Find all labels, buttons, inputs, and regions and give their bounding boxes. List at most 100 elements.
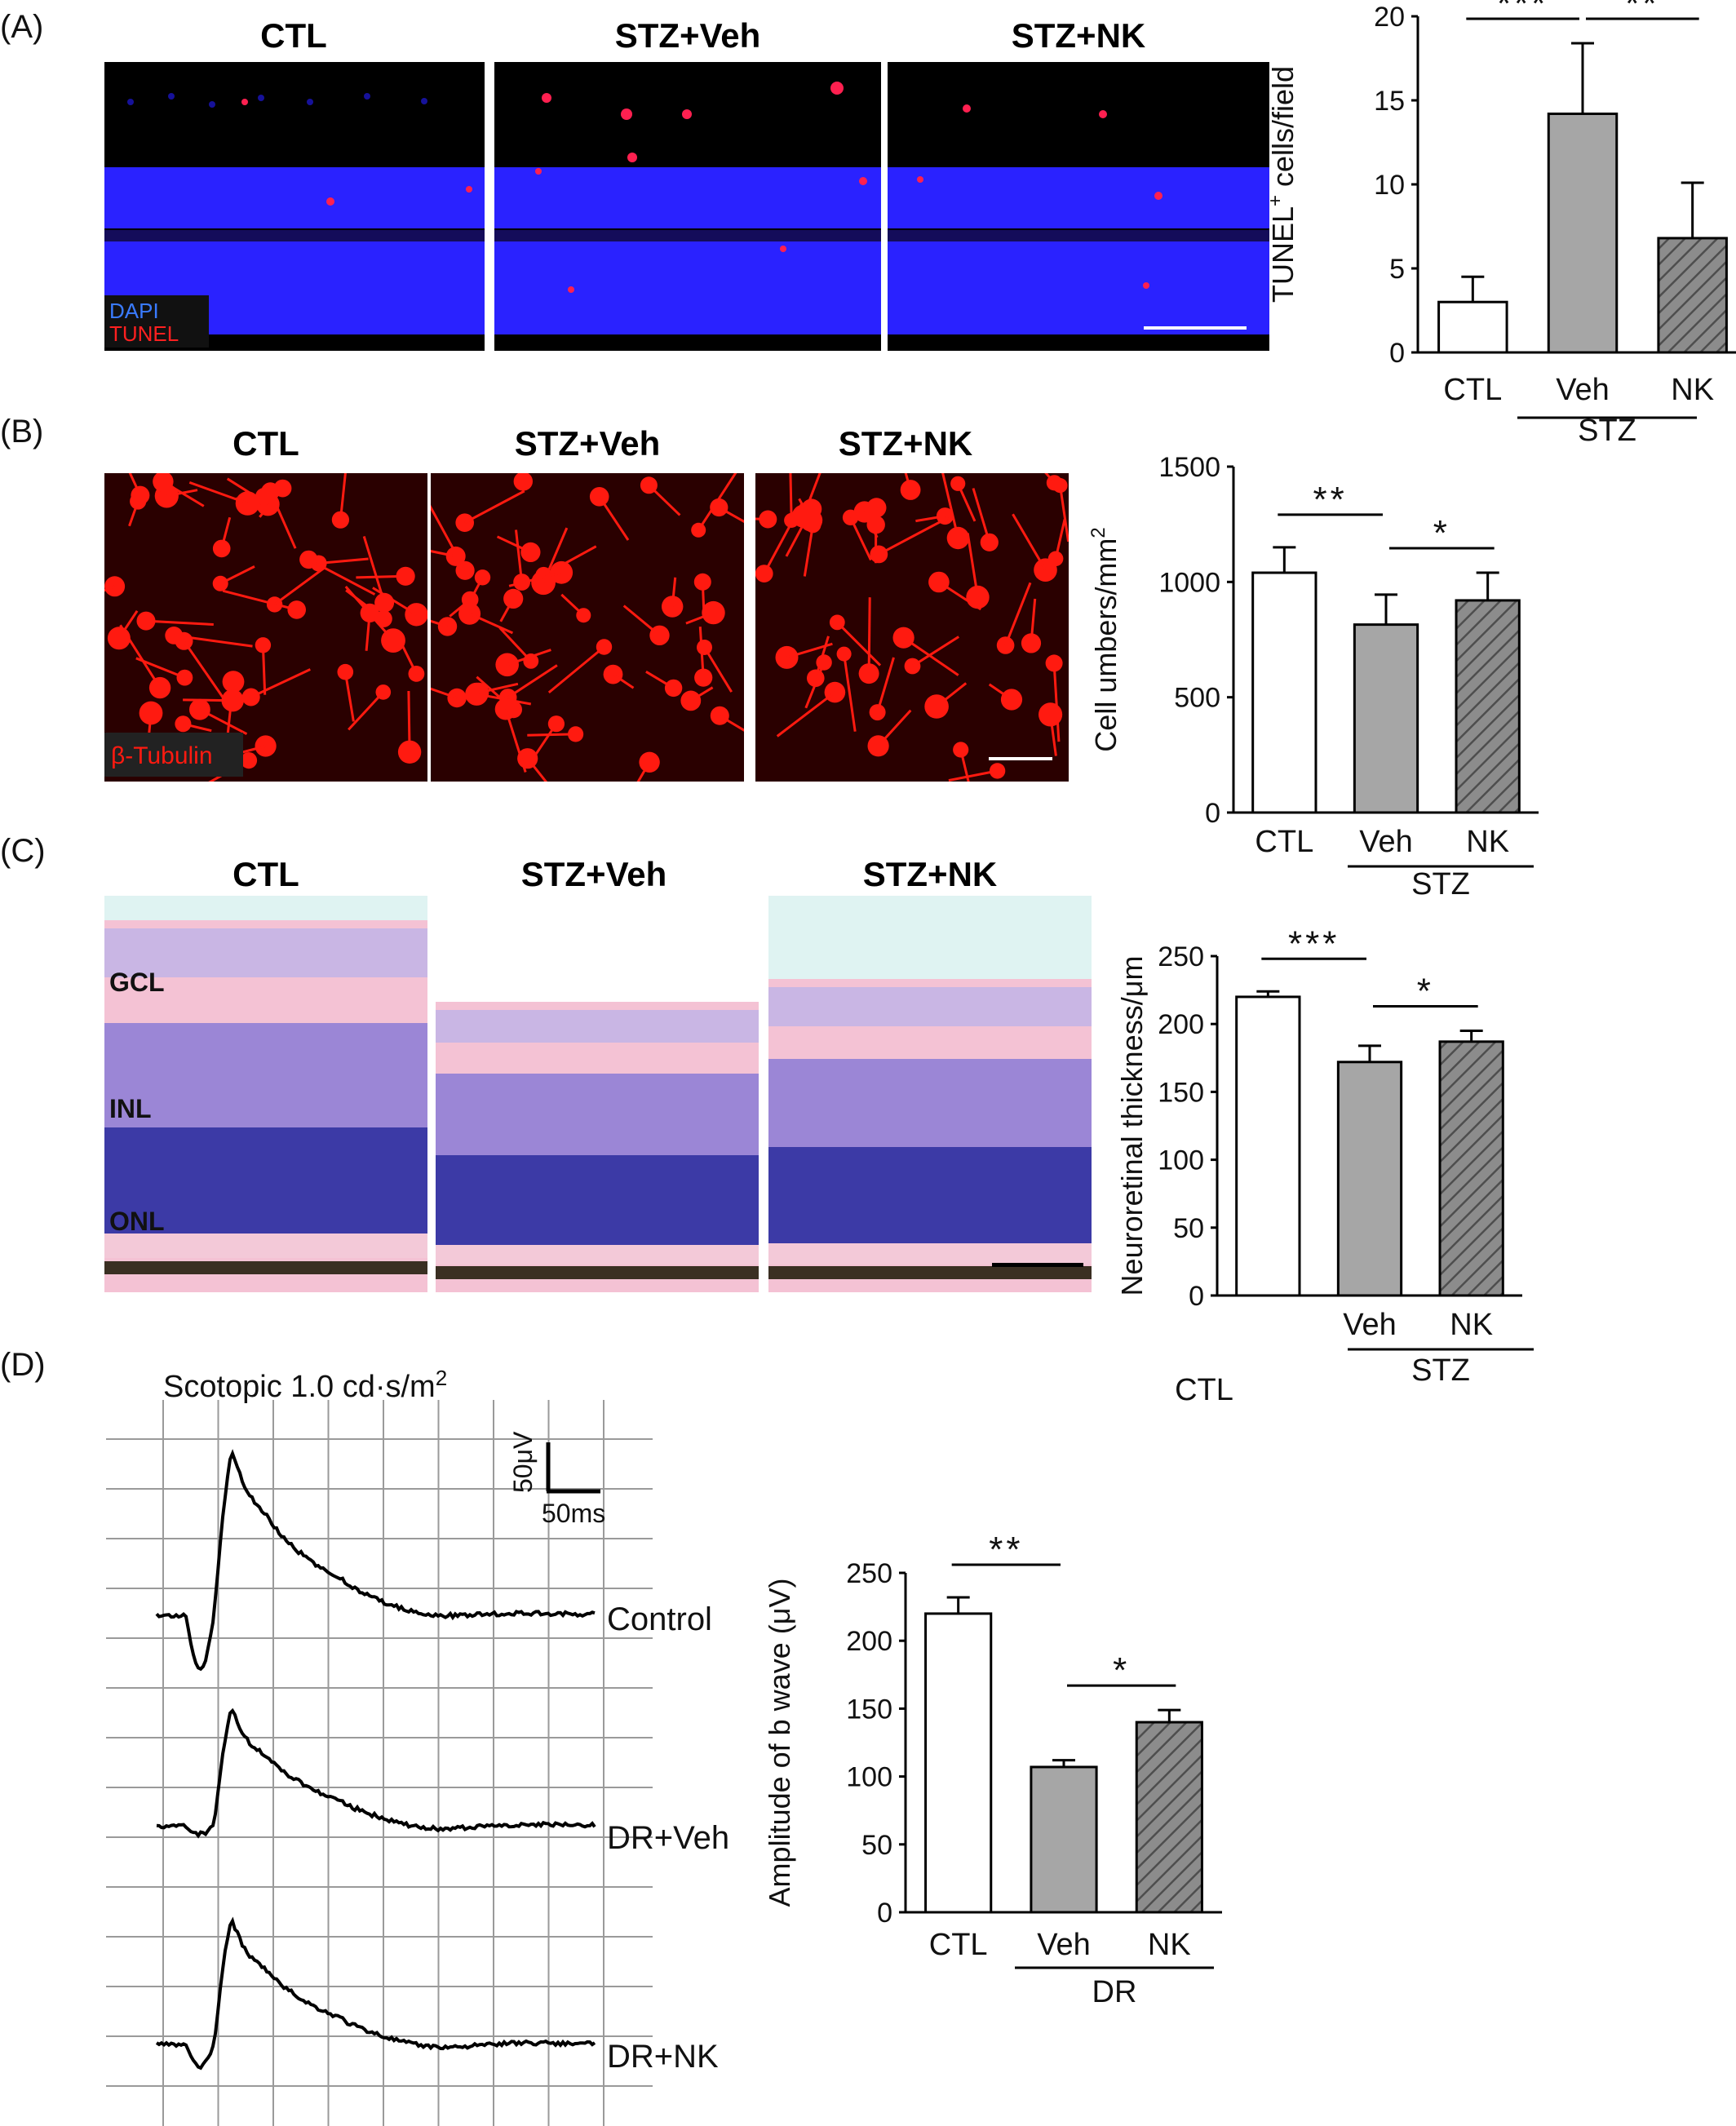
neuron-process bbox=[365, 613, 371, 651]
neuron-process bbox=[560, 593, 585, 617]
y-axis-label-text: Neuroretinal thickness/μm bbox=[1115, 956, 1149, 1296]
panel-c-layer-onl: ONL bbox=[109, 1207, 165, 1236]
bar bbox=[1455, 599, 1521, 814]
neuron-process bbox=[671, 577, 677, 607]
neuron-process bbox=[1012, 513, 1047, 571]
panel-d-scale-time: 50ms bbox=[542, 1499, 605, 1528]
panel-d-scale-bar: 50μV 50ms bbox=[508, 1431, 605, 1528]
panel-c-image-ctl: GCL INL ONL bbox=[104, 896, 427, 1292]
neuron-process bbox=[798, 498, 813, 521]
neuron-process bbox=[863, 511, 879, 538]
neuron-process bbox=[911, 636, 960, 667]
neuron-process bbox=[468, 612, 514, 635]
x-tick-label: CTL bbox=[1255, 825, 1313, 859]
neuron-cell bbox=[503, 588, 524, 609]
neuron-process bbox=[499, 598, 515, 622]
significance-stars: ** bbox=[1625, 0, 1659, 24]
y-tick-label: 1000 bbox=[1158, 567, 1220, 598]
neuron-cell bbox=[694, 668, 713, 687]
neuron-process bbox=[755, 517, 768, 520]
bar-chart-panel-c: 0 50 100 150 200 250 Neuroretinal thickness/μm… bbox=[1115, 923, 1534, 1407]
panel-b-image-ctl: β-Tubulin bbox=[104, 473, 427, 782]
neuron-process bbox=[966, 533, 979, 598]
y-tick-label: 100 bbox=[846, 1762, 892, 1793]
neuron-process bbox=[598, 495, 630, 541]
stray-category-label: CTL bbox=[1175, 1373, 1233, 1407]
neuron-process bbox=[199, 708, 248, 736]
y-axis-label-suffix: cells/field bbox=[1266, 66, 1300, 195]
panel-b-scale-bar bbox=[989, 757, 1052, 760]
neuron-process bbox=[269, 490, 297, 549]
neuron-process bbox=[478, 682, 519, 694]
panel-a-title-stz-veh: STZ+Veh bbox=[615, 16, 761, 55]
neuron-cell bbox=[946, 526, 970, 550]
x-tick-label: NK bbox=[1450, 1308, 1493, 1342]
y-tick-label: 15 bbox=[1374, 86, 1405, 117]
neuron-process bbox=[520, 473, 525, 482]
y-tick-label: 200 bbox=[846, 1626, 892, 1657]
neuron-process bbox=[936, 682, 968, 708]
panel-a-image-ctl: DAPI TUNEL bbox=[104, 62, 485, 351]
neuron-process bbox=[698, 627, 705, 678]
x-tick-label: CTL bbox=[929, 1928, 988, 1962]
y-tick-label: 10 bbox=[1374, 170, 1405, 201]
neuron-process bbox=[1059, 485, 1069, 543]
y-tick-label: 5 bbox=[1389, 254, 1405, 285]
neuron-process bbox=[956, 483, 976, 522]
neuron-process bbox=[776, 691, 836, 737]
panel-b-image-stz-nk bbox=[755, 473, 1069, 782]
x-tick-label: CTL bbox=[1443, 373, 1502, 407]
neuron-process bbox=[645, 671, 675, 689]
neuron-process bbox=[542, 527, 569, 583]
panel-b-letter: (B) bbox=[0, 414, 43, 450]
neuron-process bbox=[431, 619, 448, 628]
neuron-process bbox=[407, 690, 411, 752]
panel-b-stain-label: β-Tubulin bbox=[111, 742, 213, 769]
neuron-process bbox=[318, 557, 369, 565]
neuron-process bbox=[356, 574, 406, 579]
neuron-process bbox=[183, 722, 212, 733]
neuron-process bbox=[1054, 519, 1066, 560]
panel-d-trace-dr-veh bbox=[156, 1707, 596, 1839]
y-tick-label: 250 bbox=[1158, 941, 1204, 972]
y-tick-label: 250 bbox=[846, 1558, 892, 1589]
neuron-process bbox=[789, 473, 793, 520]
neuron-cell bbox=[980, 533, 999, 551]
neuron-cell bbox=[1047, 551, 1064, 567]
neuron-process bbox=[786, 642, 833, 659]
x-tick-label: Veh bbox=[1343, 1308, 1397, 1342]
neuron-process bbox=[988, 683, 1012, 701]
neuron-process bbox=[701, 582, 706, 609]
neuron-cell bbox=[924, 694, 949, 719]
y-axis-label-text: TUNEL bbox=[1266, 206, 1300, 303]
neuron-process bbox=[802, 473, 822, 517]
neuron-process bbox=[1052, 662, 1061, 742]
panel-d-condition-title: Scotopic 1.0 cd·s/m2 bbox=[163, 1366, 447, 1404]
panel-c-layer-inl: INL bbox=[109, 1094, 152, 1123]
group-label: DR bbox=[1092, 1975, 1137, 2009]
neuron-process bbox=[117, 609, 139, 640]
neuron-process bbox=[636, 761, 651, 782]
significance-stars: ** bbox=[989, 1530, 1023, 1570]
neuron-cell bbox=[996, 636, 1015, 654]
neuron-process bbox=[803, 524, 814, 577]
neuron-process bbox=[188, 481, 249, 505]
neuron-process bbox=[1030, 598, 1037, 644]
neuron-process bbox=[690, 686, 714, 702]
panel-a-title-ctl: CTL bbox=[260, 16, 327, 55]
neuron-process bbox=[219, 565, 255, 585]
group-label: STZ bbox=[1578, 414, 1636, 448]
y-tick-label: 50 bbox=[1173, 1213, 1204, 1244]
panel-c-scale-bar bbox=[992, 1263, 1083, 1267]
neuron-process bbox=[498, 627, 532, 662]
panel-b-title-stz-veh: STZ+Veh bbox=[515, 424, 661, 463]
neuron-process bbox=[685, 611, 715, 625]
x-tick-label: Veh bbox=[1359, 825, 1413, 859]
neuron-process bbox=[220, 516, 232, 549]
neuron-process bbox=[902, 636, 959, 676]
panel-c-title-stz-veh: STZ+Veh bbox=[521, 855, 667, 893]
bar bbox=[1353, 623, 1419, 814]
y-tick-label: 200 bbox=[1158, 1009, 1204, 1040]
neuron-process bbox=[612, 673, 635, 689]
neuron-process bbox=[878, 516, 950, 556]
